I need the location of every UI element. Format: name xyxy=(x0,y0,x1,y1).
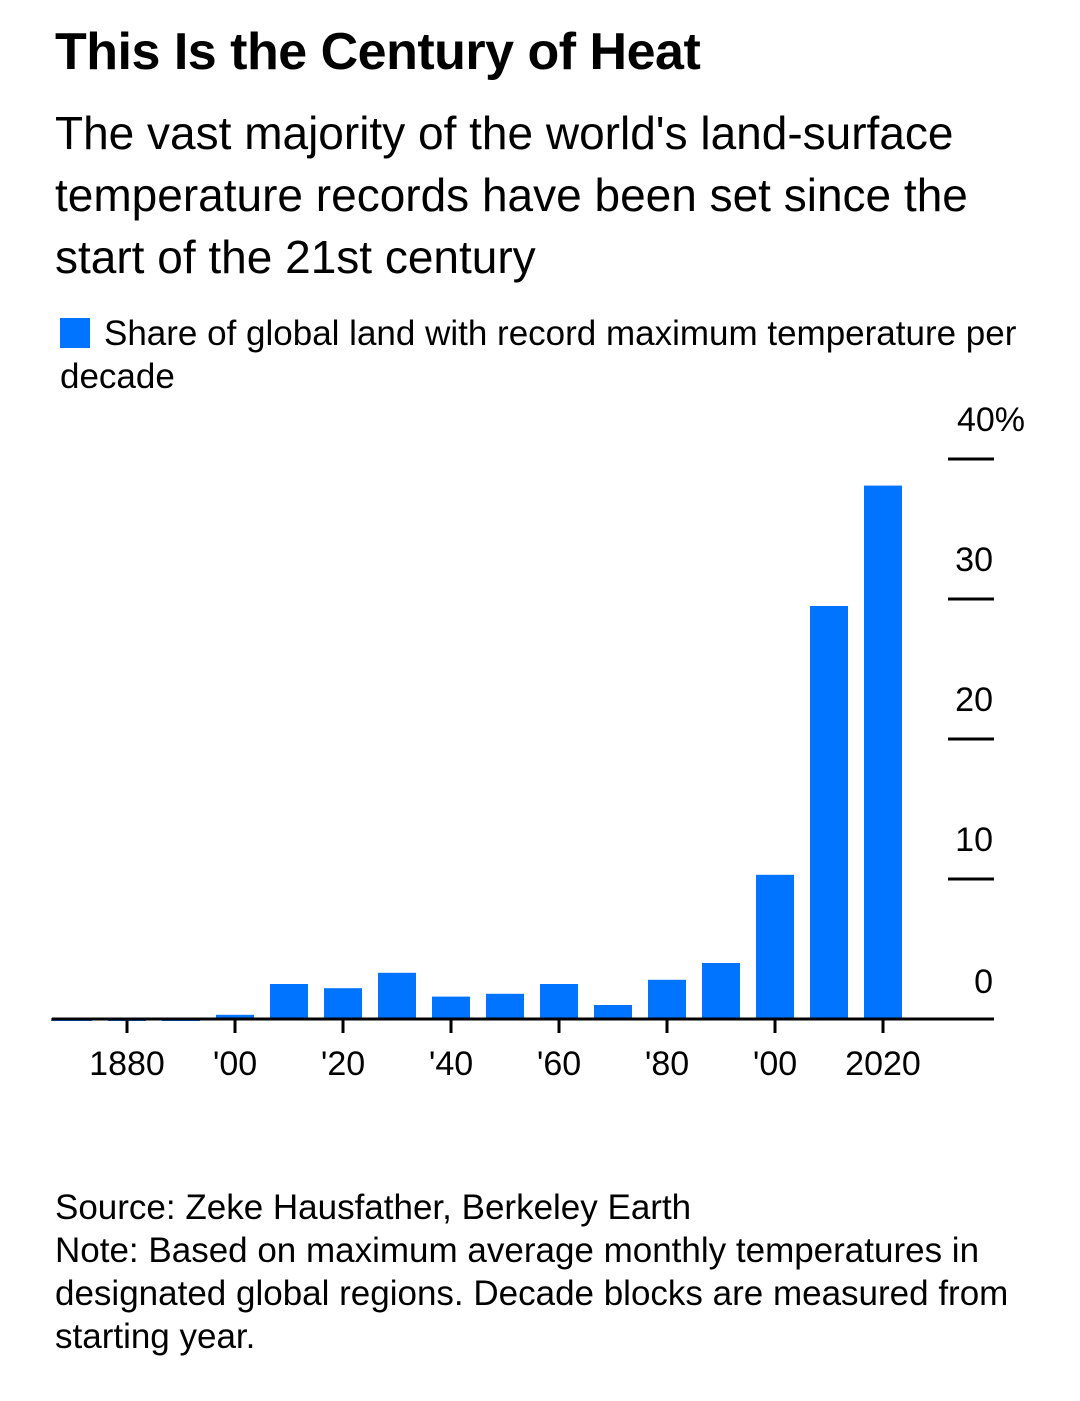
y-tick-label: 10 xyxy=(955,821,993,859)
bar-1970 xyxy=(594,1005,632,1019)
y-tick-label: 30 xyxy=(955,541,993,579)
chart-subtitle: The vast majority of the world's land-su… xyxy=(55,107,968,283)
legend-swatch xyxy=(60,318,90,348)
x-tick-label: '20 xyxy=(321,1045,365,1083)
x-tick-label: 1880 xyxy=(89,1045,165,1083)
bar-1920 xyxy=(324,988,362,1019)
x-tick-label: '00 xyxy=(753,1045,797,1083)
x-tick-label: '60 xyxy=(537,1045,581,1083)
bar-2010 xyxy=(810,606,848,1019)
bar-1930 xyxy=(378,972,416,1019)
x-tick-label: '40 xyxy=(429,1045,473,1083)
legend-label: Share of global land with record maximum… xyxy=(60,314,1017,396)
bar-2020 xyxy=(864,485,902,1020)
source-text: Source: Zeke Hausfather, Berkeley Earth xyxy=(55,1188,692,1227)
bar-1990 xyxy=(702,963,740,1019)
y-tick-label: 0 xyxy=(974,963,993,1001)
bar-1940 xyxy=(432,996,470,1019)
y-tick-label: 20 xyxy=(955,681,993,719)
bar-2000 xyxy=(756,874,794,1019)
note-text: Note: Based on maximum average monthly t… xyxy=(55,1231,1009,1356)
x-tick-label: '00 xyxy=(213,1045,257,1083)
x-tick-label: '80 xyxy=(645,1045,689,1083)
y-tick-label: 40% xyxy=(957,401,1025,439)
bar-1910 xyxy=(270,984,308,1019)
chart-title: This Is the Century of Heat xyxy=(55,23,701,81)
bar-1960 xyxy=(540,984,578,1019)
x-tick-label: 2020 xyxy=(845,1045,921,1083)
bar-1950 xyxy=(486,993,524,1019)
bar-1980 xyxy=(648,979,686,1019)
legend: Share of global land with record maximum… xyxy=(60,312,1040,398)
bar-1900 xyxy=(216,1014,254,1019)
footer: Source: Zeke Hausfather, Berkeley Earth … xyxy=(55,1186,1055,1358)
